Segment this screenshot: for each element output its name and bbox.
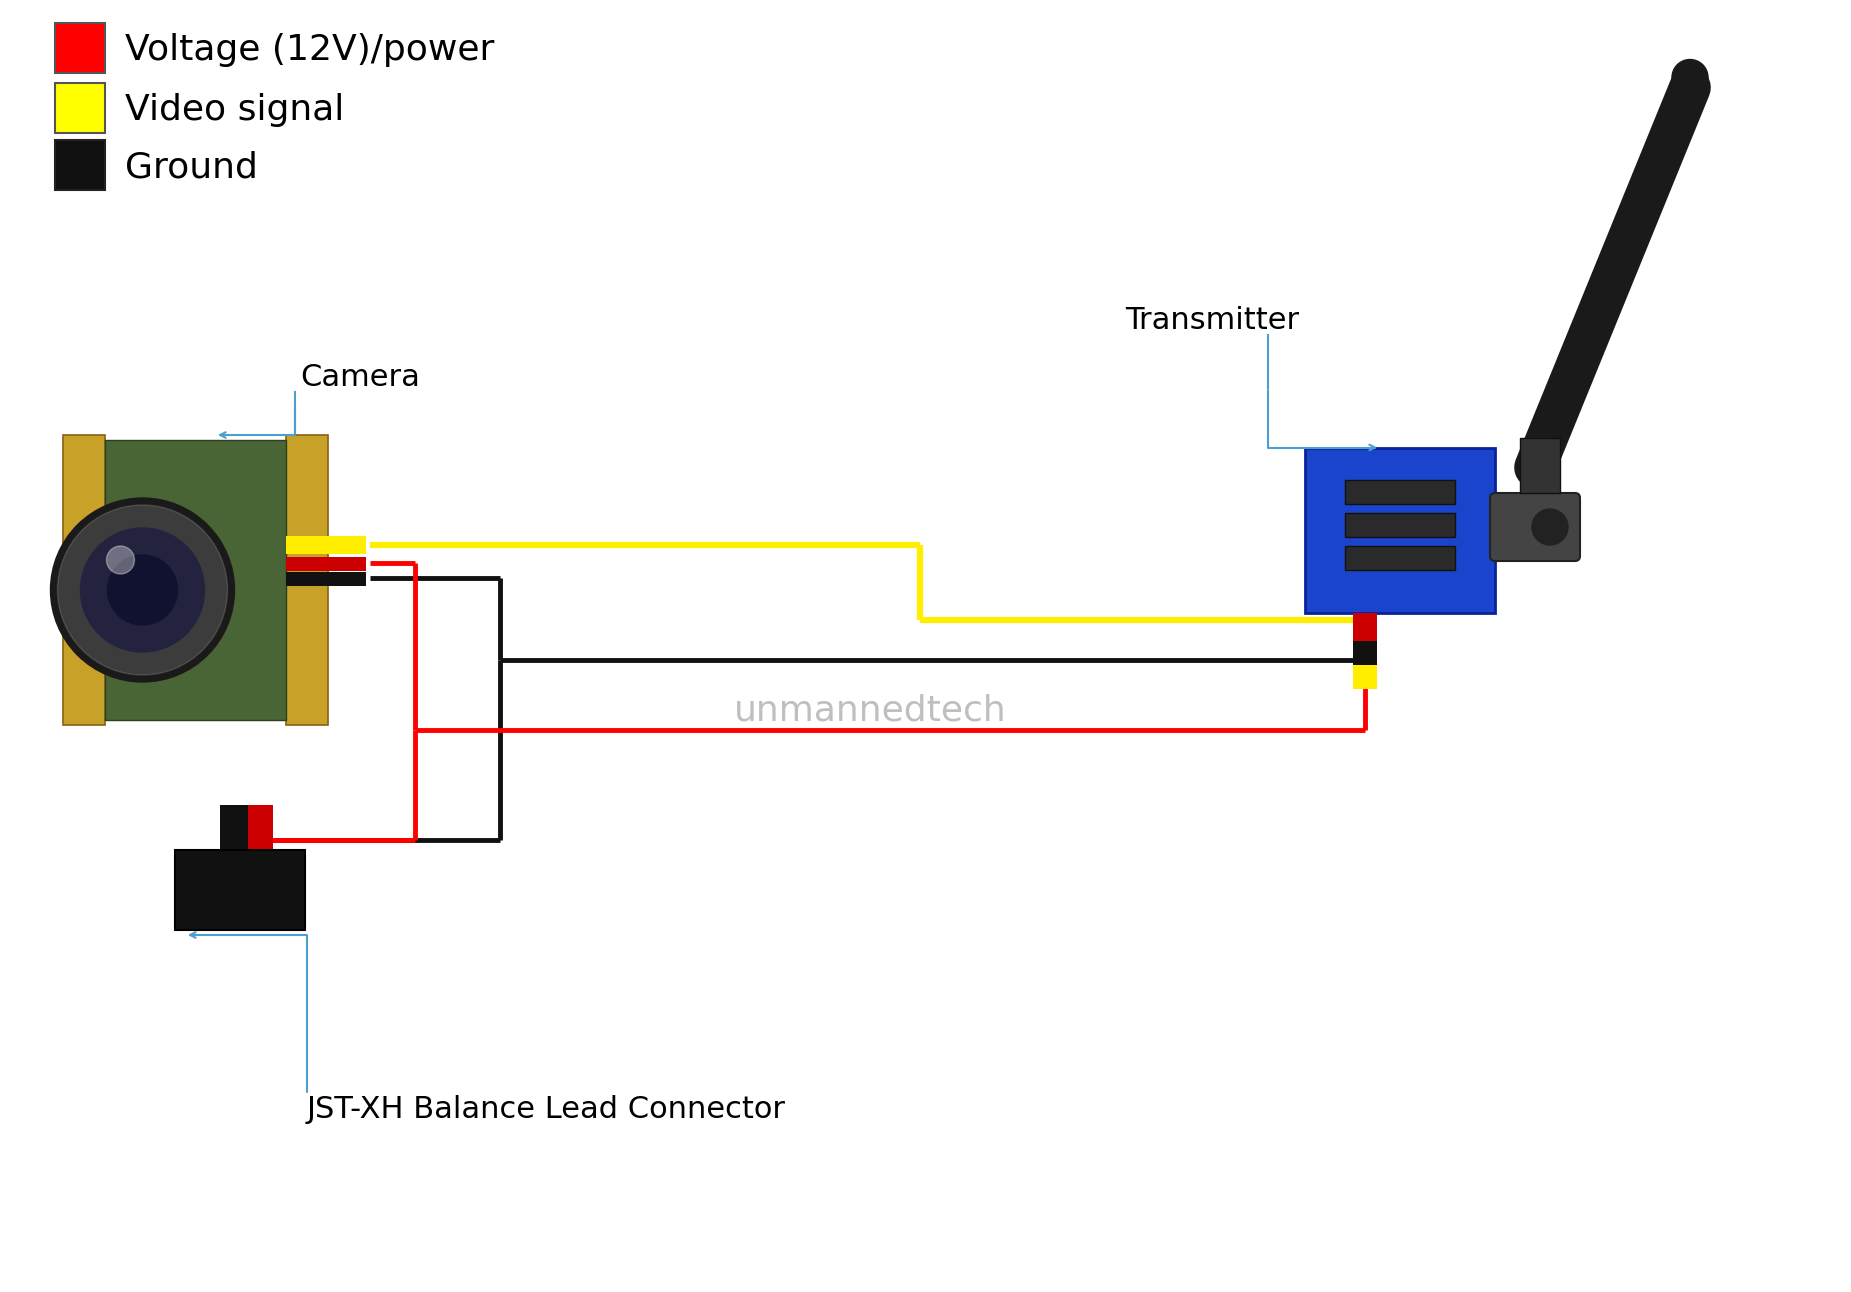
Circle shape [57,505,228,674]
Bar [56,23,106,74]
Circle shape [107,547,135,574]
Circle shape [80,528,204,652]
Bar [220,805,248,853]
Bar [285,536,365,554]
Bar [63,435,104,725]
Bar [285,435,328,725]
Bar [1305,447,1496,612]
Bar [1353,612,1377,641]
Text: Transmitter: Transmitter [1125,306,1299,335]
FancyBboxPatch shape [1490,494,1581,561]
Bar [244,805,272,853]
Bar [1353,612,1377,689]
Text: Voltage (12V)/power: Voltage (12V)/power [126,34,494,67]
Circle shape [1671,59,1708,96]
Bar [285,557,365,571]
Bar [1346,547,1455,570]
Text: Video signal: Video signal [126,93,344,127]
Bar [56,140,106,190]
Text: JST-XH Balance Lead Connector: JST-XH Balance Lead Connector [307,1096,787,1124]
Circle shape [1533,509,1568,545]
Bar [56,83,106,133]
Circle shape [50,497,235,682]
Bar [176,850,305,930]
Bar [1353,612,1377,664]
Text: Camera: Camera [300,363,420,391]
Text: unmannedtech: unmannedtech [733,693,1007,727]
Text: Ground: Ground [126,150,257,183]
Circle shape [107,556,178,625]
Bar [1520,438,1560,492]
Bar [1346,481,1455,504]
Bar [104,441,285,720]
Bar [285,572,365,587]
Bar [1346,513,1455,537]
